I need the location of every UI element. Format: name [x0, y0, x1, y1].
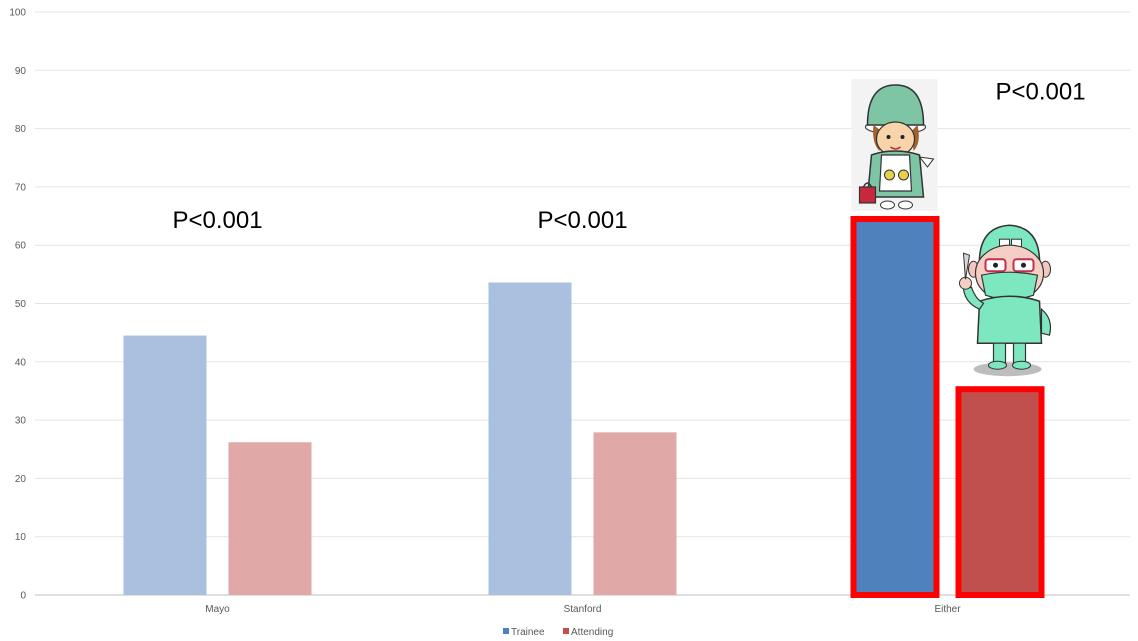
- y-axis: 0 10 20 30 40 50 60 70 80 90 100: [9, 8, 26, 602]
- legend-swatch-attending: [563, 628, 569, 634]
- y-tick-label: 60: [15, 241, 27, 252]
- y-tick-label: 100: [9, 8, 26, 19]
- bar-mayo-trainee: [123, 335, 207, 595]
- x-tick-label: Either: [934, 604, 961, 615]
- legend-label-attending: Attending: [571, 627, 613, 638]
- legend: Trainee Attending: [503, 627, 613, 638]
- p-value-annotation: P<0.001: [537, 207, 627, 234]
- bars: [123, 215, 1045, 598]
- bar-either-attending: [955, 386, 1045, 598]
- gridlines: [35, 11, 1130, 596]
- p-value-annotation: P<0.001: [172, 207, 262, 234]
- legend-swatch-trainee: [503, 628, 509, 634]
- trainee-surgeon-illustration: [851, 78, 938, 211]
- bar-either-trainee: [850, 215, 940, 598]
- y-tick-label: 90: [15, 66, 27, 77]
- bar-stanford-attending: [593, 432, 677, 595]
- y-tick-label: 0: [20, 591, 26, 602]
- y-tick-label: 20: [15, 474, 27, 485]
- annotations: P<0.001 P<0.001 P<0.001: [172, 79, 1085, 234]
- y-tick-label: 10: [15, 532, 27, 543]
- x-axis: Mayo Stanford Either: [205, 604, 961, 615]
- bar-stanford-trainee: [488, 282, 572, 595]
- x-tick-label: Mayo: [205, 604, 230, 615]
- p-value-annotation: P<0.001: [995, 79, 1085, 106]
- y-tick-label: 70: [15, 182, 27, 193]
- legend-label-trainee: Trainee: [511, 627, 545, 638]
- y-tick-label: 40: [15, 357, 27, 368]
- y-tick-label: 30: [15, 416, 27, 427]
- x-tick-label: Stanford: [564, 604, 602, 615]
- y-tick-label: 80: [15, 124, 27, 135]
- bar-mayo-attending: [228, 442, 312, 595]
- y-tick-label: 50: [15, 299, 27, 310]
- attending-surgeon-illustration: [959, 224, 1052, 377]
